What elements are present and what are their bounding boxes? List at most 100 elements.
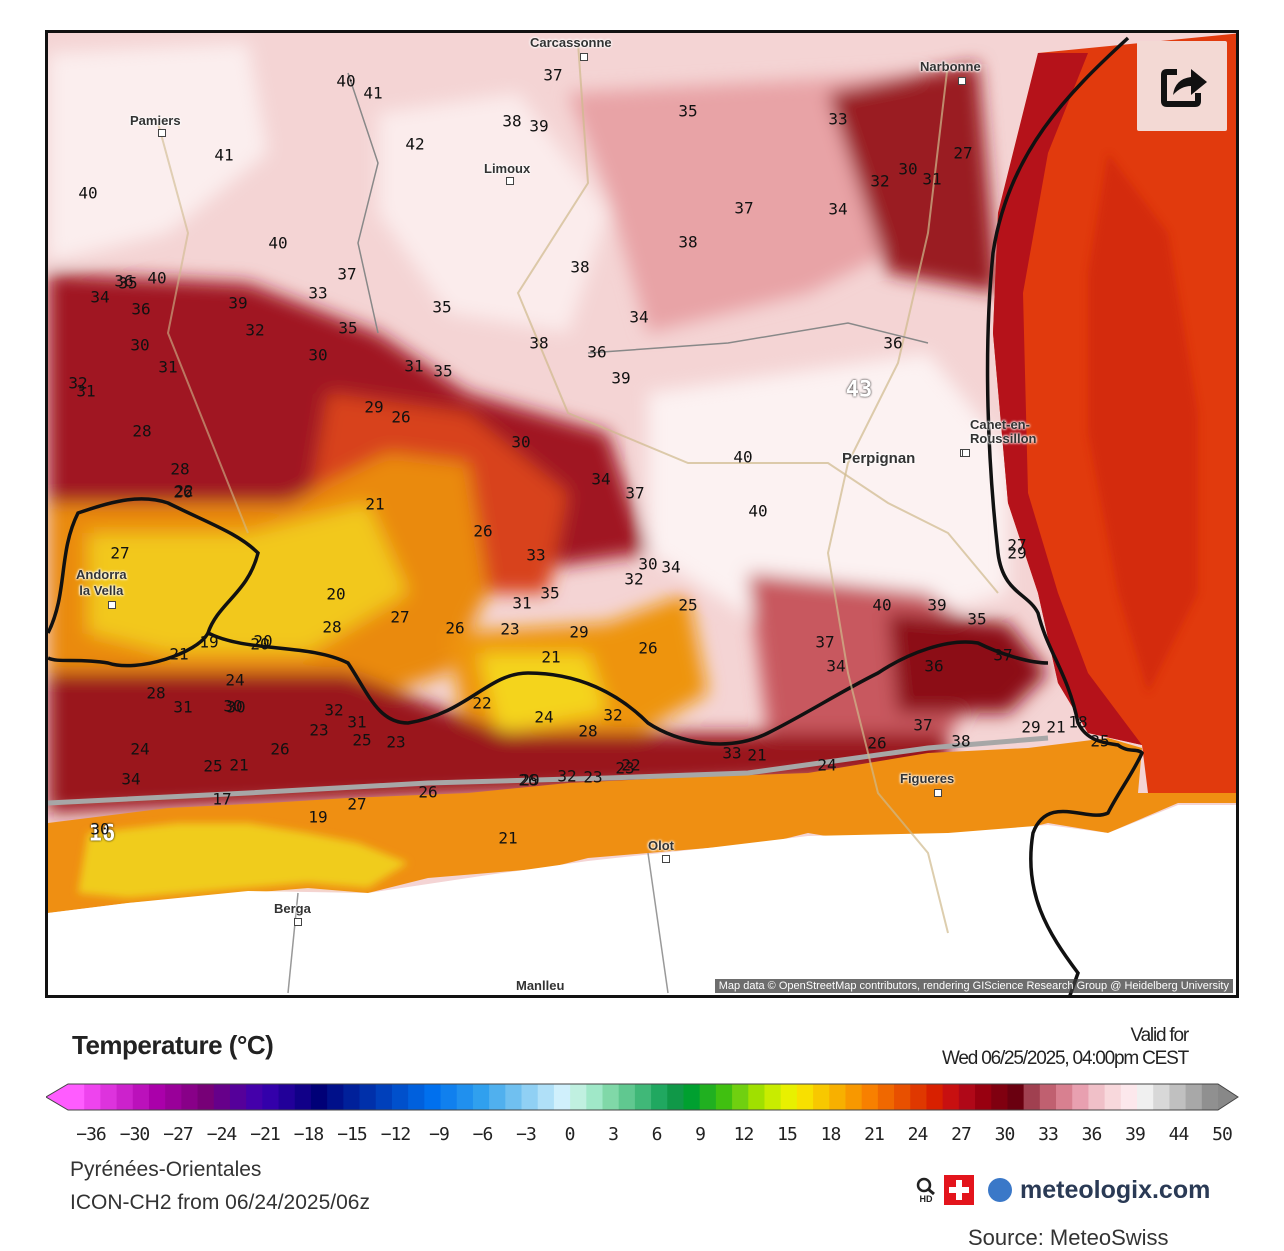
scale-color-step — [246, 1084, 263, 1110]
temperature-value: 32 — [324, 700, 344, 720]
temperature-value: 43 — [845, 377, 873, 403]
globe-icon — [988, 1178, 1012, 1202]
temperature-value: 26 — [518, 770, 538, 790]
temperature-value: 26 — [473, 521, 493, 541]
scale-color-step — [310, 1084, 328, 1110]
scale-color-step — [424, 1084, 442, 1110]
temperature-value: 39 — [529, 116, 549, 136]
temperature-value: 21 — [169, 644, 189, 664]
scale-color-step — [715, 1084, 733, 1110]
temperature-value: 25 — [203, 756, 223, 776]
temperature-value: 19 — [308, 807, 328, 827]
temperature-value: 35 — [678, 101, 698, 121]
temperature-value: 38 — [678, 232, 698, 252]
temperature-value: 25 — [678, 595, 698, 615]
temperature-value: 18 — [1068, 712, 1088, 732]
scale-tick-label: −9 — [429, 1124, 450, 1145]
temperature-value: 38 — [529, 333, 549, 353]
temperature-value: 21 — [498, 828, 518, 848]
scale-color-step — [327, 1084, 344, 1110]
scale-color-step — [667, 1084, 684, 1110]
scale-tick-label: 3 — [608, 1124, 619, 1145]
scale-color-step — [699, 1084, 717, 1110]
scale-color-step — [829, 1084, 846, 1110]
hd-badge: HD — [919, 1193, 933, 1204]
city-label: Andorra la Vella — [76, 567, 127, 598]
scale-min-arrow — [46, 1084, 68, 1110]
color-scale-ticks: −36 −30 −27 −24 −21 −18 −15 −12 −9 −6 −3 0 3 6 9 12 15 18… — [0, 1124, 1284, 1146]
scale-color-step — [651, 1084, 668, 1110]
scale-tick-label: 6 — [651, 1124, 663, 1145]
city-label: Carcassonne — [530, 35, 612, 50]
temperature-value: 37 — [993, 645, 1013, 665]
scale-color-step — [1137, 1084, 1154, 1110]
scale-color-step — [618, 1084, 636, 1110]
temperature-value: 34 — [629, 307, 649, 327]
scale-color-step — [553, 1084, 571, 1110]
temperature-value: 41 — [214, 145, 234, 165]
temperature-value: 27 — [347, 794, 367, 814]
scale-tick-label: 50 — [1212, 1124, 1233, 1145]
scale-color-step — [975, 1084, 992, 1110]
scale-tick-label: −27 — [163, 1124, 193, 1145]
temperature-value: 20 — [326, 584, 346, 604]
temperature-value: 34 — [826, 656, 846, 676]
legend-title: Temperature (°C) — [72, 1030, 274, 1060]
temperature-value: 34 — [90, 287, 110, 307]
scale-color-step — [910, 1084, 927, 1110]
temperature-value: 31 — [173, 697, 193, 717]
temperature-value: 36 — [924, 656, 944, 676]
scale-tick-label: 27 — [951, 1124, 972, 1145]
temperature-value: 30 — [130, 335, 150, 355]
temperature-value: 32 — [68, 373, 88, 393]
share-button[interactable] — [1137, 41, 1227, 131]
temperature-value: 28 — [132, 421, 152, 441]
color-scale-bar — [46, 1083, 1239, 1111]
temperature-value: 40 — [872, 595, 892, 615]
scale-color-step — [456, 1084, 474, 1110]
brand-logo[interactable]: HD meteologix.com — [916, 1175, 1210, 1205]
temperature-value: 32 — [603, 705, 623, 725]
temperature-value: 33 — [722, 743, 742, 763]
temperature-value: 34 — [591, 469, 611, 489]
temperature-value: 39 — [228, 293, 248, 313]
temperature-value: 30 — [898, 159, 918, 179]
scale-color-step — [408, 1084, 425, 1110]
map-attribution: Map data © OpenStreetMap contributors, r… — [714, 979, 1233, 993]
scale-color-step — [521, 1084, 539, 1110]
scale-color-step — [68, 1084, 85, 1110]
temperature-value: 17 — [212, 789, 232, 809]
city-label: Olot — [648, 838, 674, 853]
temperature-value: 23 — [309, 720, 329, 740]
border-line — [207, 631, 1049, 746]
temperature-value: 30 — [226, 697, 246, 717]
temperature-value: 40 — [147, 268, 167, 288]
temperature-value: 33 — [828, 109, 848, 129]
scale-color-step — [440, 1084, 458, 1110]
no-data-area — [48, 805, 1236, 995]
scale-color-step — [148, 1084, 166, 1110]
temperature-value: 32 — [557, 766, 577, 786]
scale-color-step — [391, 1084, 409, 1110]
scale-color-step — [489, 1084, 506, 1110]
temperature-value: 28 — [170, 459, 190, 479]
temperature-value: 29 — [364, 397, 384, 417]
scale-color-step — [894, 1084, 911, 1110]
temperature-value: 38 — [502, 111, 522, 131]
temperature-value: 21 — [541, 647, 561, 667]
scale-color-step — [472, 1084, 490, 1110]
valid-time: Valid for Wed 06/25/2025, 04:00pm CEST — [942, 1024, 1189, 1070]
scale-color-step — [181, 1084, 199, 1110]
temperature-value: 31 — [922, 169, 942, 189]
scale-color-step — [732, 1084, 749, 1110]
temperature-value: 35 — [433, 361, 453, 381]
scale-tick-label: 21 — [864, 1124, 885, 1145]
model-run: ICON-CH2 from 06/24/2025/06z — [70, 1191, 370, 1214]
scale-color-step — [165, 1084, 182, 1110]
temperature-value: 29 — [1007, 543, 1027, 563]
temperature-map[interactable]: Carcassonne Narbonne Pamiers Limoux Perp… — [45, 30, 1239, 998]
city-label: Narbonne — [920, 59, 981, 74]
temperature-value: 26 — [391, 407, 411, 427]
scale-tick-label: −6 — [472, 1124, 494, 1145]
scale-color-step — [780, 1084, 798, 1110]
